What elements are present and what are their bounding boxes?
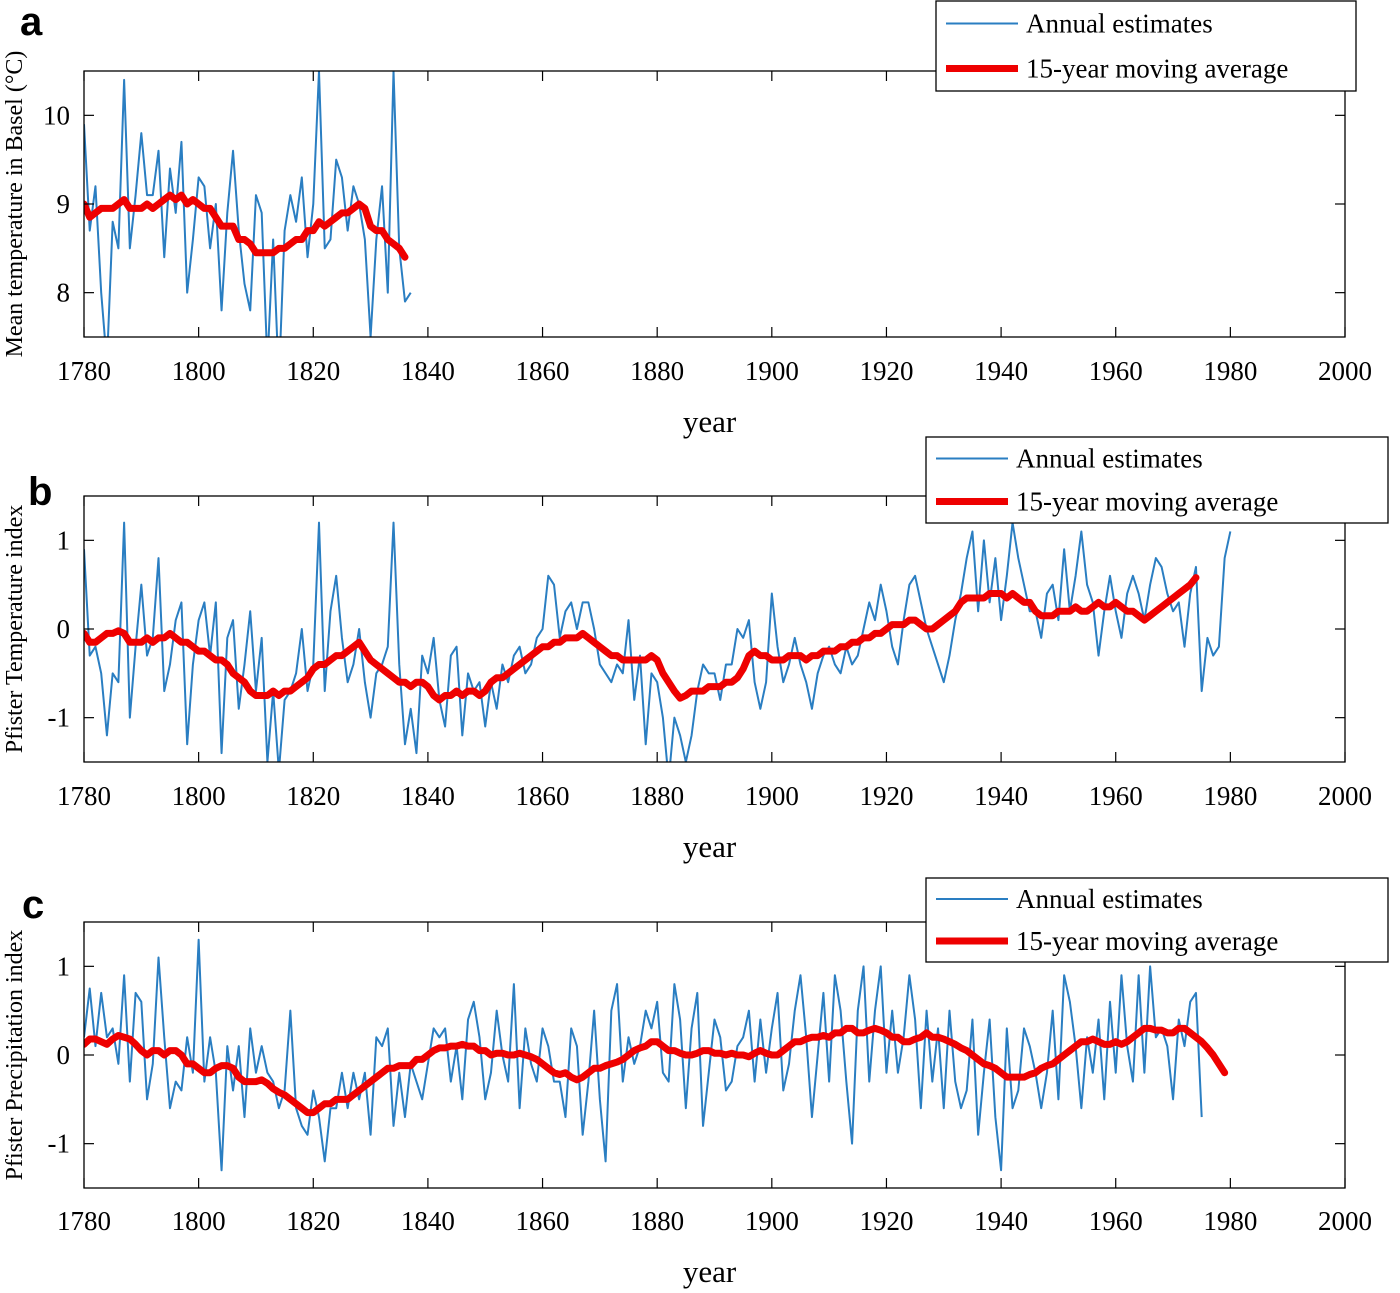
- x-tick-label: 1980: [1203, 1206, 1257, 1236]
- x-tick-label: 1880: [630, 356, 684, 386]
- panel-letter: c: [22, 883, 44, 927]
- legend-box: [935, 0, 1357, 92]
- y-tick-label: 0: [57, 614, 71, 644]
- x-tick-label: 1900: [745, 356, 799, 386]
- y-axis-label: Pfister Temperature index: [2, 505, 28, 753]
- legend-box: [925, 877, 1389, 963]
- x-tick-label: 1940: [974, 781, 1028, 811]
- panel-letter: b: [28, 470, 52, 514]
- x-tick-label: 1980: [1203, 356, 1257, 386]
- x-tick-label: 1820: [286, 356, 340, 386]
- legend-entry: 15-year moving average: [1016, 487, 1278, 517]
- x-tick-label: 2000: [1318, 356, 1372, 386]
- panel-a: 1780 1800 1820 1840 1860 1880 1900 1920 1940 1960…: [2, 0, 1372, 439]
- y-axis-label: Pfister Precipitation index: [2, 930, 28, 1181]
- y-tick-label: 1: [57, 951, 71, 981]
- legend-entry: Annual estimates: [1016, 444, 1203, 474]
- legend-entry: 15-year moving average: [1016, 926, 1278, 956]
- x-tick-label: 1840: [401, 781, 455, 811]
- x-axis-label: year: [683, 829, 737, 864]
- legend-entry: Annual estimates: [1016, 884, 1203, 914]
- x-tick-label: 1800: [172, 781, 226, 811]
- x-tick-label: 1960: [1089, 356, 1143, 386]
- x-tick-label: 1920: [859, 356, 913, 386]
- panel-c: 1780 1800 1820 1840 1860 1880 1900 1920 1940 1960…: [2, 877, 1389, 1289]
- y-axis-label: Mean temperature in Basel (°C): [2, 51, 28, 358]
- x-tick-label: 1840: [401, 1206, 455, 1236]
- y-tick-label: 8: [57, 278, 71, 308]
- x-axis-label: year: [683, 1254, 737, 1289]
- moving-average-segment-0: [84, 1024, 1229, 1117]
- legend-box: [925, 436, 1389, 524]
- x-tick-label: 1780: [57, 1206, 111, 1236]
- annual-estimates-series: [84, 71, 412, 337]
- plot-frame: [83, 495, 1346, 763]
- x-axis-label: year: [683, 404, 737, 439]
- annual-line-segment-0: [84, 521, 1232, 762]
- x-tick-label: 1940: [974, 1206, 1028, 1236]
- y-tick-label: 0: [57, 1040, 71, 1070]
- x-tick-label: 1800: [172, 1206, 226, 1236]
- x-tick-label: 1900: [745, 781, 799, 811]
- x-tick-label: 1780: [57, 781, 111, 811]
- y-tick-label: -1: [48, 703, 71, 733]
- moving-average-series: [84, 191, 409, 261]
- x-tick-label: 2000: [1318, 781, 1372, 811]
- x-tick-label: 1820: [286, 781, 340, 811]
- annual-estimates-series: [84, 938, 1203, 1172]
- x-tick-label: 1880: [630, 1206, 684, 1236]
- x-tick-label: 1780: [57, 356, 111, 386]
- x-tick-label: 1960: [1089, 1206, 1143, 1236]
- x-tick-label: 1980: [1203, 781, 1257, 811]
- moving-average-segment-0: [84, 574, 1200, 704]
- annual-line-segment-0: [84, 71, 412, 337]
- y-tick-label: -1: [48, 1129, 71, 1159]
- legend-entry: 15-year moving average: [1026, 54, 1288, 84]
- legend: Annual estimates 15-year moving average: [925, 877, 1389, 963]
- x-tick-label: 1960: [1089, 781, 1143, 811]
- annual-estimates-series: [84, 521, 1232, 762]
- legend: Annual estimates 15-year moving average: [925, 436, 1389, 524]
- legend: Annual estimates 15-year moving average: [935, 0, 1357, 92]
- x-tick-label: 1880: [630, 781, 684, 811]
- x-tick-label: 1800: [172, 356, 226, 386]
- y-tick-label: 1: [57, 525, 71, 555]
- x-tick-label: 1940: [974, 356, 1028, 386]
- x-tick-label: 1920: [859, 1206, 913, 1236]
- moving-average-segment-0: [84, 191, 409, 261]
- moving-average-series: [84, 1024, 1229, 1117]
- x-tick-label: 1860: [516, 356, 570, 386]
- x-tick-label: 1840: [401, 356, 455, 386]
- y-tick-label: 10: [43, 100, 70, 130]
- x-tick-label: 1900: [745, 1206, 799, 1236]
- y-tick-label: 9: [57, 189, 71, 219]
- x-tick-label: 2000: [1318, 1206, 1372, 1236]
- plot-frame: [83, 70, 1346, 338]
- x-tick-label: 1920: [859, 781, 913, 811]
- panel-letter: a: [20, 0, 43, 44]
- x-tick-label: 1820: [286, 1206, 340, 1236]
- legend-entry: Annual estimates: [1026, 9, 1213, 39]
- annual-line-segment-0: [84, 938, 1203, 1172]
- x-tick-label: 1860: [516, 1206, 570, 1236]
- panel-b: 1780 1800 1820 1840 1860 1880 1900 1920 1940 1960…: [2, 436, 1389, 864]
- moving-average-series: [84, 574, 1200, 704]
- x-tick-label: 1860: [516, 781, 570, 811]
